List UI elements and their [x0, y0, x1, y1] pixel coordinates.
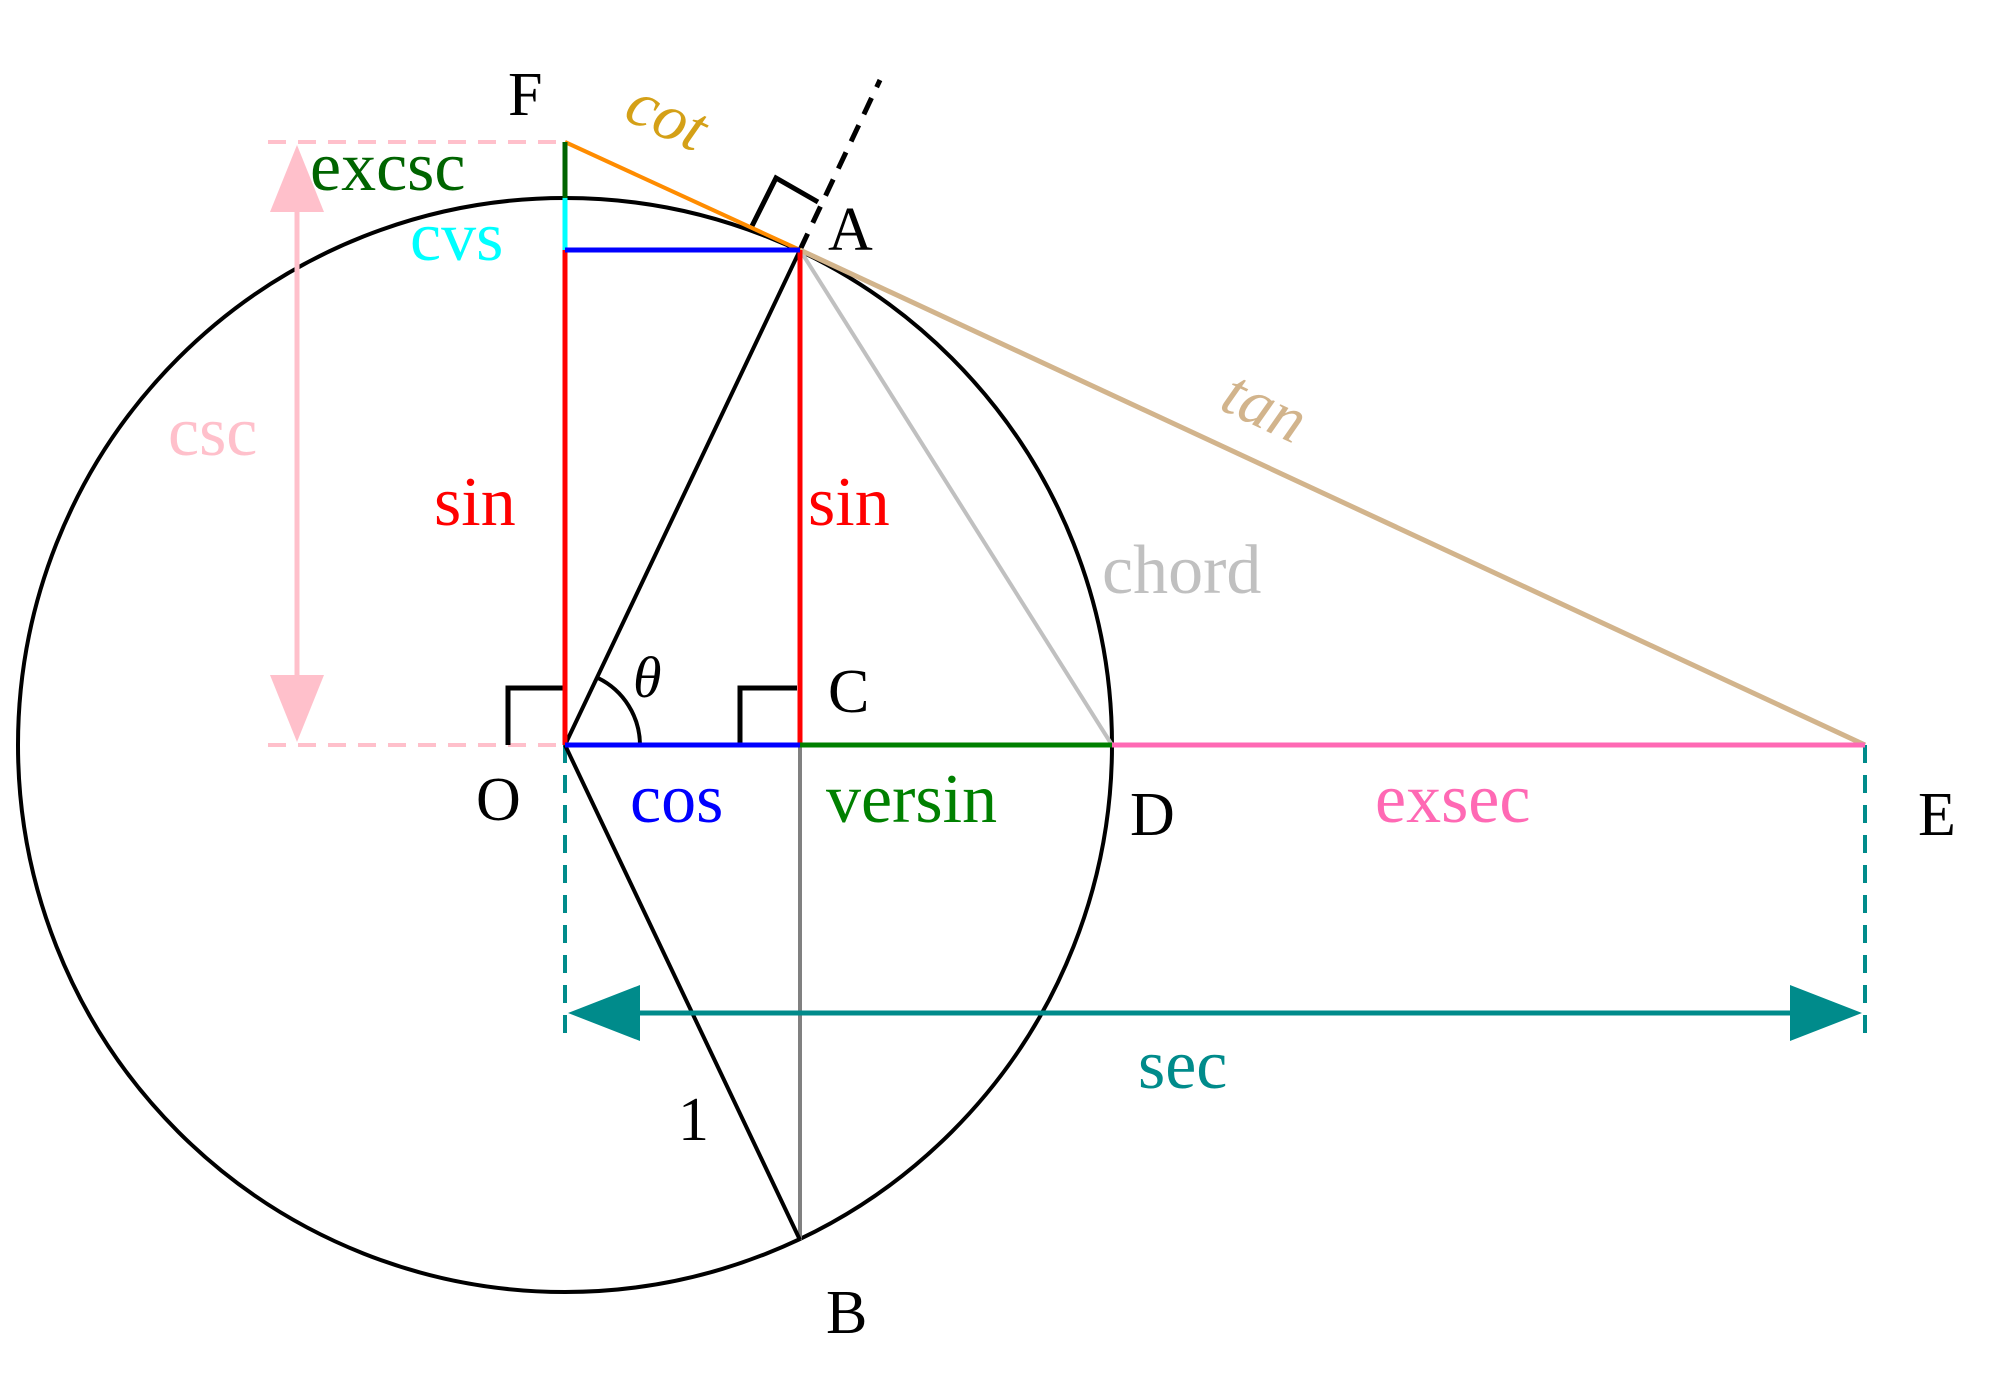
- versin-label: versin: [826, 761, 997, 838]
- csc-label: csc: [168, 394, 257, 471]
- sin-left-label: sin: [434, 464, 516, 541]
- cot-line: [564, 140, 801, 252]
- point-label-o: O: [476, 766, 521, 834]
- csc-arrow-head-top: [270, 145, 324, 212]
- point-label-b: B: [826, 1279, 867, 1347]
- right-angle-marker-c: [737, 685, 797, 745]
- radius-o-a: [563, 249, 802, 746]
- cot-label: cot: [615, 66, 720, 167]
- tan-label: tan: [1211, 356, 1318, 458]
- tan-line: [798, 247, 1867, 748]
- theta-angle-arc: [597, 676, 642, 746]
- sec-arrow-head-right: [1790, 985, 1862, 1041]
- sin-right-label: sin: [808, 464, 890, 541]
- excsc-label: excsc: [310, 129, 465, 206]
- point-label-c: C: [828, 658, 869, 726]
- right-angle-marker-a: [749, 174, 820, 228]
- point-label-d: D: [1130, 781, 1175, 849]
- right-angle-marker-o: [505, 685, 565, 745]
- chord-line: [798, 248, 1114, 747]
- radius-extension-dashed: [797, 78, 883, 252]
- cvs-label: cvs: [410, 199, 503, 276]
- exsec-label: exsec: [1375, 761, 1530, 838]
- sec-label: sec: [1138, 1027, 1227, 1104]
- radius-label: 1: [678, 1086, 709, 1154]
- chord-label: chord: [1102, 532, 1261, 609]
- point-label-f: F: [508, 61, 542, 129]
- cos-label: cos: [630, 761, 723, 838]
- point-label-a: A: [828, 196, 873, 264]
- csc-arrow-head-bottom: [270, 675, 324, 742]
- sec-arrow-head-left: [568, 985, 640, 1041]
- radius-o-b: [563, 744, 802, 1241]
- theta-label: θ: [633, 645, 662, 710]
- point-label-e: E: [1918, 781, 1956, 849]
